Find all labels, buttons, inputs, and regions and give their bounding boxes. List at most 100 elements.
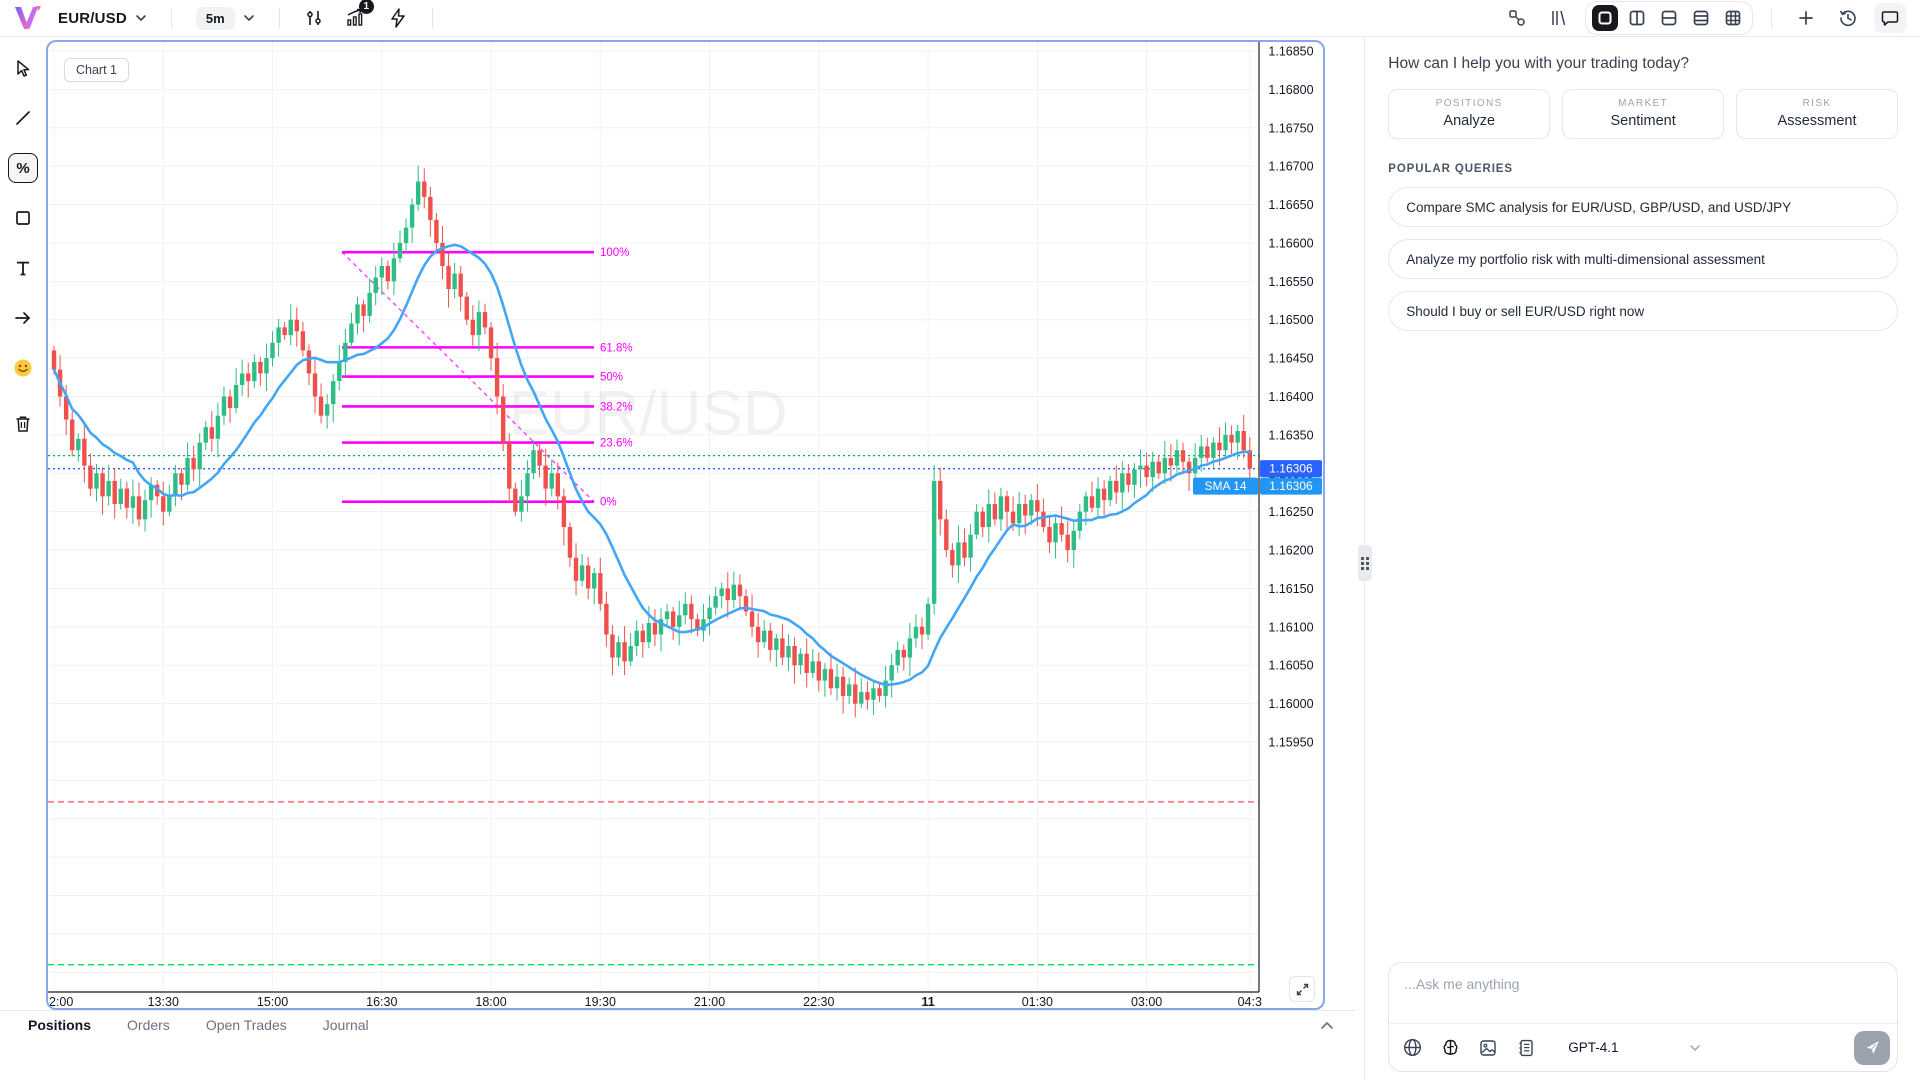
svg-text:38.2%: 38.2% <box>600 401 633 413</box>
fullscreen-button[interactable] <box>1289 976 1315 1002</box>
svg-text:1.16600: 1.16600 <box>1268 236 1313 250</box>
svg-text:1.16200: 1.16200 <box>1268 544 1313 558</box>
ai-assistant-panel: How can I help you with your trading tod… <box>1374 37 1920 1080</box>
layout-columns-icon <box>1629 10 1645 26</box>
app-logo[interactable] <box>12 5 42 31</box>
indicators-button[interactable] <box>298 3 330 33</box>
tool-arrow[interactable] <box>8 303 38 333</box>
query-suggestion[interactable]: Should I buy or sell EUR/USD right now <box>1388 291 1898 331</box>
history-icon <box>1839 10 1856 27</box>
arrow-right-icon <box>15 312 30 324</box>
symbol-selector[interactable]: EUR/USD <box>52 6 153 31</box>
timeframe-selector[interactable]: 5m <box>190 3 261 34</box>
layout-grid-button[interactable] <box>1720 5 1746 31</box>
svg-text:1.16000: 1.16000 <box>1268 697 1313 711</box>
bottom-tab-bar: Positions Orders Open Trades Journal <box>0 1010 1355 1039</box>
layout-stack-icon <box>1693 10 1709 26</box>
svg-text:18:00: 18:00 <box>475 995 506 1008</box>
query-suggestion[interactable]: Analyze my portfolio risk with multi-dim… <box>1388 239 1898 279</box>
svg-text:2:00: 2:00 <box>49 995 73 1008</box>
svg-text:1.16550: 1.16550 <box>1268 275 1313 289</box>
chat-bubble-icon <box>1881 11 1899 26</box>
notebook-icon <box>1519 1039 1533 1056</box>
assistant-toggle-button[interactable] <box>1874 3 1906 33</box>
tab-orders[interactable]: Orders <box>127 1017 170 1033</box>
svg-text:1.16400: 1.16400 <box>1268 390 1313 404</box>
tab-journal[interactable]: Journal <box>322 1017 369 1033</box>
svg-text:15:00: 15:00 <box>257 995 288 1008</box>
web-search-button[interactable] <box>1402 1038 1422 1058</box>
globe-icon <box>1403 1038 1421 1057</box>
chevron-down-icon <box>243 15 254 22</box>
svg-text:50%: 50% <box>600 372 623 384</box>
link-nodes-icon <box>1509 10 1525 26</box>
card-positions-analyze[interactable]: POSITIONS Analyze <box>1388 89 1551 139</box>
link-button[interactable] <box>1501 3 1533 33</box>
tab-positions[interactable]: Positions <box>28 1017 92 1033</box>
send-button[interactable] <box>1854 1030 1890 1065</box>
assistant-greeting: How can I help you with your trading tod… <box>1388 55 1689 72</box>
svg-text:1.16500: 1.16500 <box>1268 313 1313 327</box>
divider <box>278 8 280 28</box>
tool-trendline[interactable] <box>8 103 38 133</box>
reasoning-button[interactable] <box>1440 1038 1460 1058</box>
svg-text:1.15950: 1.15950 <box>1268 736 1313 750</box>
chat-input[interactable]: ...Ask me anything <box>1404 976 1520 992</box>
rectangle-icon <box>16 211 30 225</box>
svg-text:1.16050: 1.16050 <box>1268 659 1313 673</box>
library-icon <box>1552 10 1566 26</box>
chart-title-chip[interactable]: Chart 1 <box>64 58 129 82</box>
divider <box>1771 8 1772 28</box>
svg-text:1.16350: 1.16350 <box>1268 428 1313 442</box>
notes-button[interactable] <box>1516 1038 1536 1058</box>
library-button[interactable] <box>1543 3 1575 33</box>
card-risk-assessment[interactable]: RISK Assessment <box>1736 89 1898 139</box>
chevron-down-icon <box>1689 1044 1700 1051</box>
indicator-levels-icon <box>306 11 321 25</box>
svg-text:03:00: 03:00 <box>1131 995 1162 1008</box>
card-value: Assessment <box>1777 113 1857 129</box>
svg-text:21:00: 21:00 <box>694 995 725 1008</box>
tool-fib-retracement[interactable]: % <box>8 153 38 183</box>
tool-rectangle[interactable] <box>8 203 38 233</box>
splitter-grip[interactable] <box>1358 545 1372 581</box>
symbol-label: EUR/USD <box>58 9 127 27</box>
card-label: MARKET <box>1618 98 1669 109</box>
svg-text:1.16250: 1.16250 <box>1268 505 1313 519</box>
svg-text:1.16306: 1.16306 <box>1269 461 1313 475</box>
svg-text:11: 11 <box>921 995 934 1008</box>
timeframe-label: 5m <box>195 6 235 30</box>
tool-emoji[interactable] <box>8 353 38 383</box>
collapse-panel-button[interactable] <box>1313 1011 1341 1039</box>
tool-cursor[interactable] <box>8 53 38 83</box>
layout-columns-button[interactable] <box>1624 5 1650 31</box>
attach-image-button[interactable] <box>1478 1038 1498 1058</box>
layout-single-icon <box>1598 11 1612 25</box>
analytics-button[interactable]: 1 <box>340 0 374 33</box>
top-toolbar: EUR/USD 5m <box>0 0 1920 37</box>
layout-single-button[interactable] <box>1592 5 1618 31</box>
svg-text:1.16306: 1.16306 <box>1269 479 1313 493</box>
trash-icon <box>16 416 30 432</box>
svg-text:19:30: 19:30 <box>585 995 616 1008</box>
price-chart[interactable]: EUR/USD 100% 61.8% 50% 38.2% 23.6% 0% 1.16850 1.… <box>48 42 1323 1008</box>
chat-input-container: ...Ask me anything <box>1388 962 1898 1072</box>
tool-delete[interactable] <box>8 409 38 439</box>
layout-stack-button[interactable] <box>1688 5 1714 31</box>
grip-dots-icon <box>1361 556 1369 570</box>
card-market-sentiment[interactable]: MARKET Sentiment <box>1562 89 1725 139</box>
svg-text:23.6%: 23.6% <box>600 438 633 450</box>
quick-actions-button[interactable] <box>382 3 414 33</box>
add-panel-button[interactable] <box>1790 3 1822 33</box>
query-suggestion[interactable]: Compare SMC analysis for EUR/USD, GBP/US… <box>1388 187 1898 227</box>
alerts-badge: 1 <box>358 0 374 14</box>
svg-text:1.16700: 1.16700 <box>1268 160 1313 174</box>
history-button[interactable] <box>1832 3 1864 33</box>
model-selector[interactable]: GPT-4.1 <box>1568 1040 1700 1055</box>
svg-text:1.16150: 1.16150 <box>1268 582 1313 596</box>
chat-toolbar: GPT-4.1 <box>1389 1023 1897 1071</box>
layout-rows-button[interactable] <box>1656 5 1682 31</box>
tab-open-trades[interactable]: Open Trades <box>205 1017 287 1033</box>
svg-text:1.16100: 1.16100 <box>1268 620 1313 634</box>
tool-text[interactable] <box>8 253 38 283</box>
